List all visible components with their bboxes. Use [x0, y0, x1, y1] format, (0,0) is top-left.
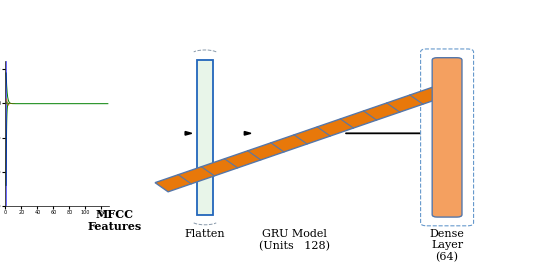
Polygon shape [244, 131, 251, 135]
Text: Dense
Layer
(64): Dense Layer (64) [430, 229, 465, 262]
FancyBboxPatch shape [197, 60, 213, 215]
Text: MFCC
Features: MFCC Features [87, 209, 142, 232]
Text: Flatten: Flatten [185, 229, 225, 239]
Text: GRU Model
(Units   128): GRU Model (Units 128) [259, 229, 330, 251]
Polygon shape [185, 131, 192, 135]
FancyBboxPatch shape [432, 58, 462, 217]
Polygon shape [155, 87, 446, 192]
FancyBboxPatch shape [421, 49, 474, 226]
